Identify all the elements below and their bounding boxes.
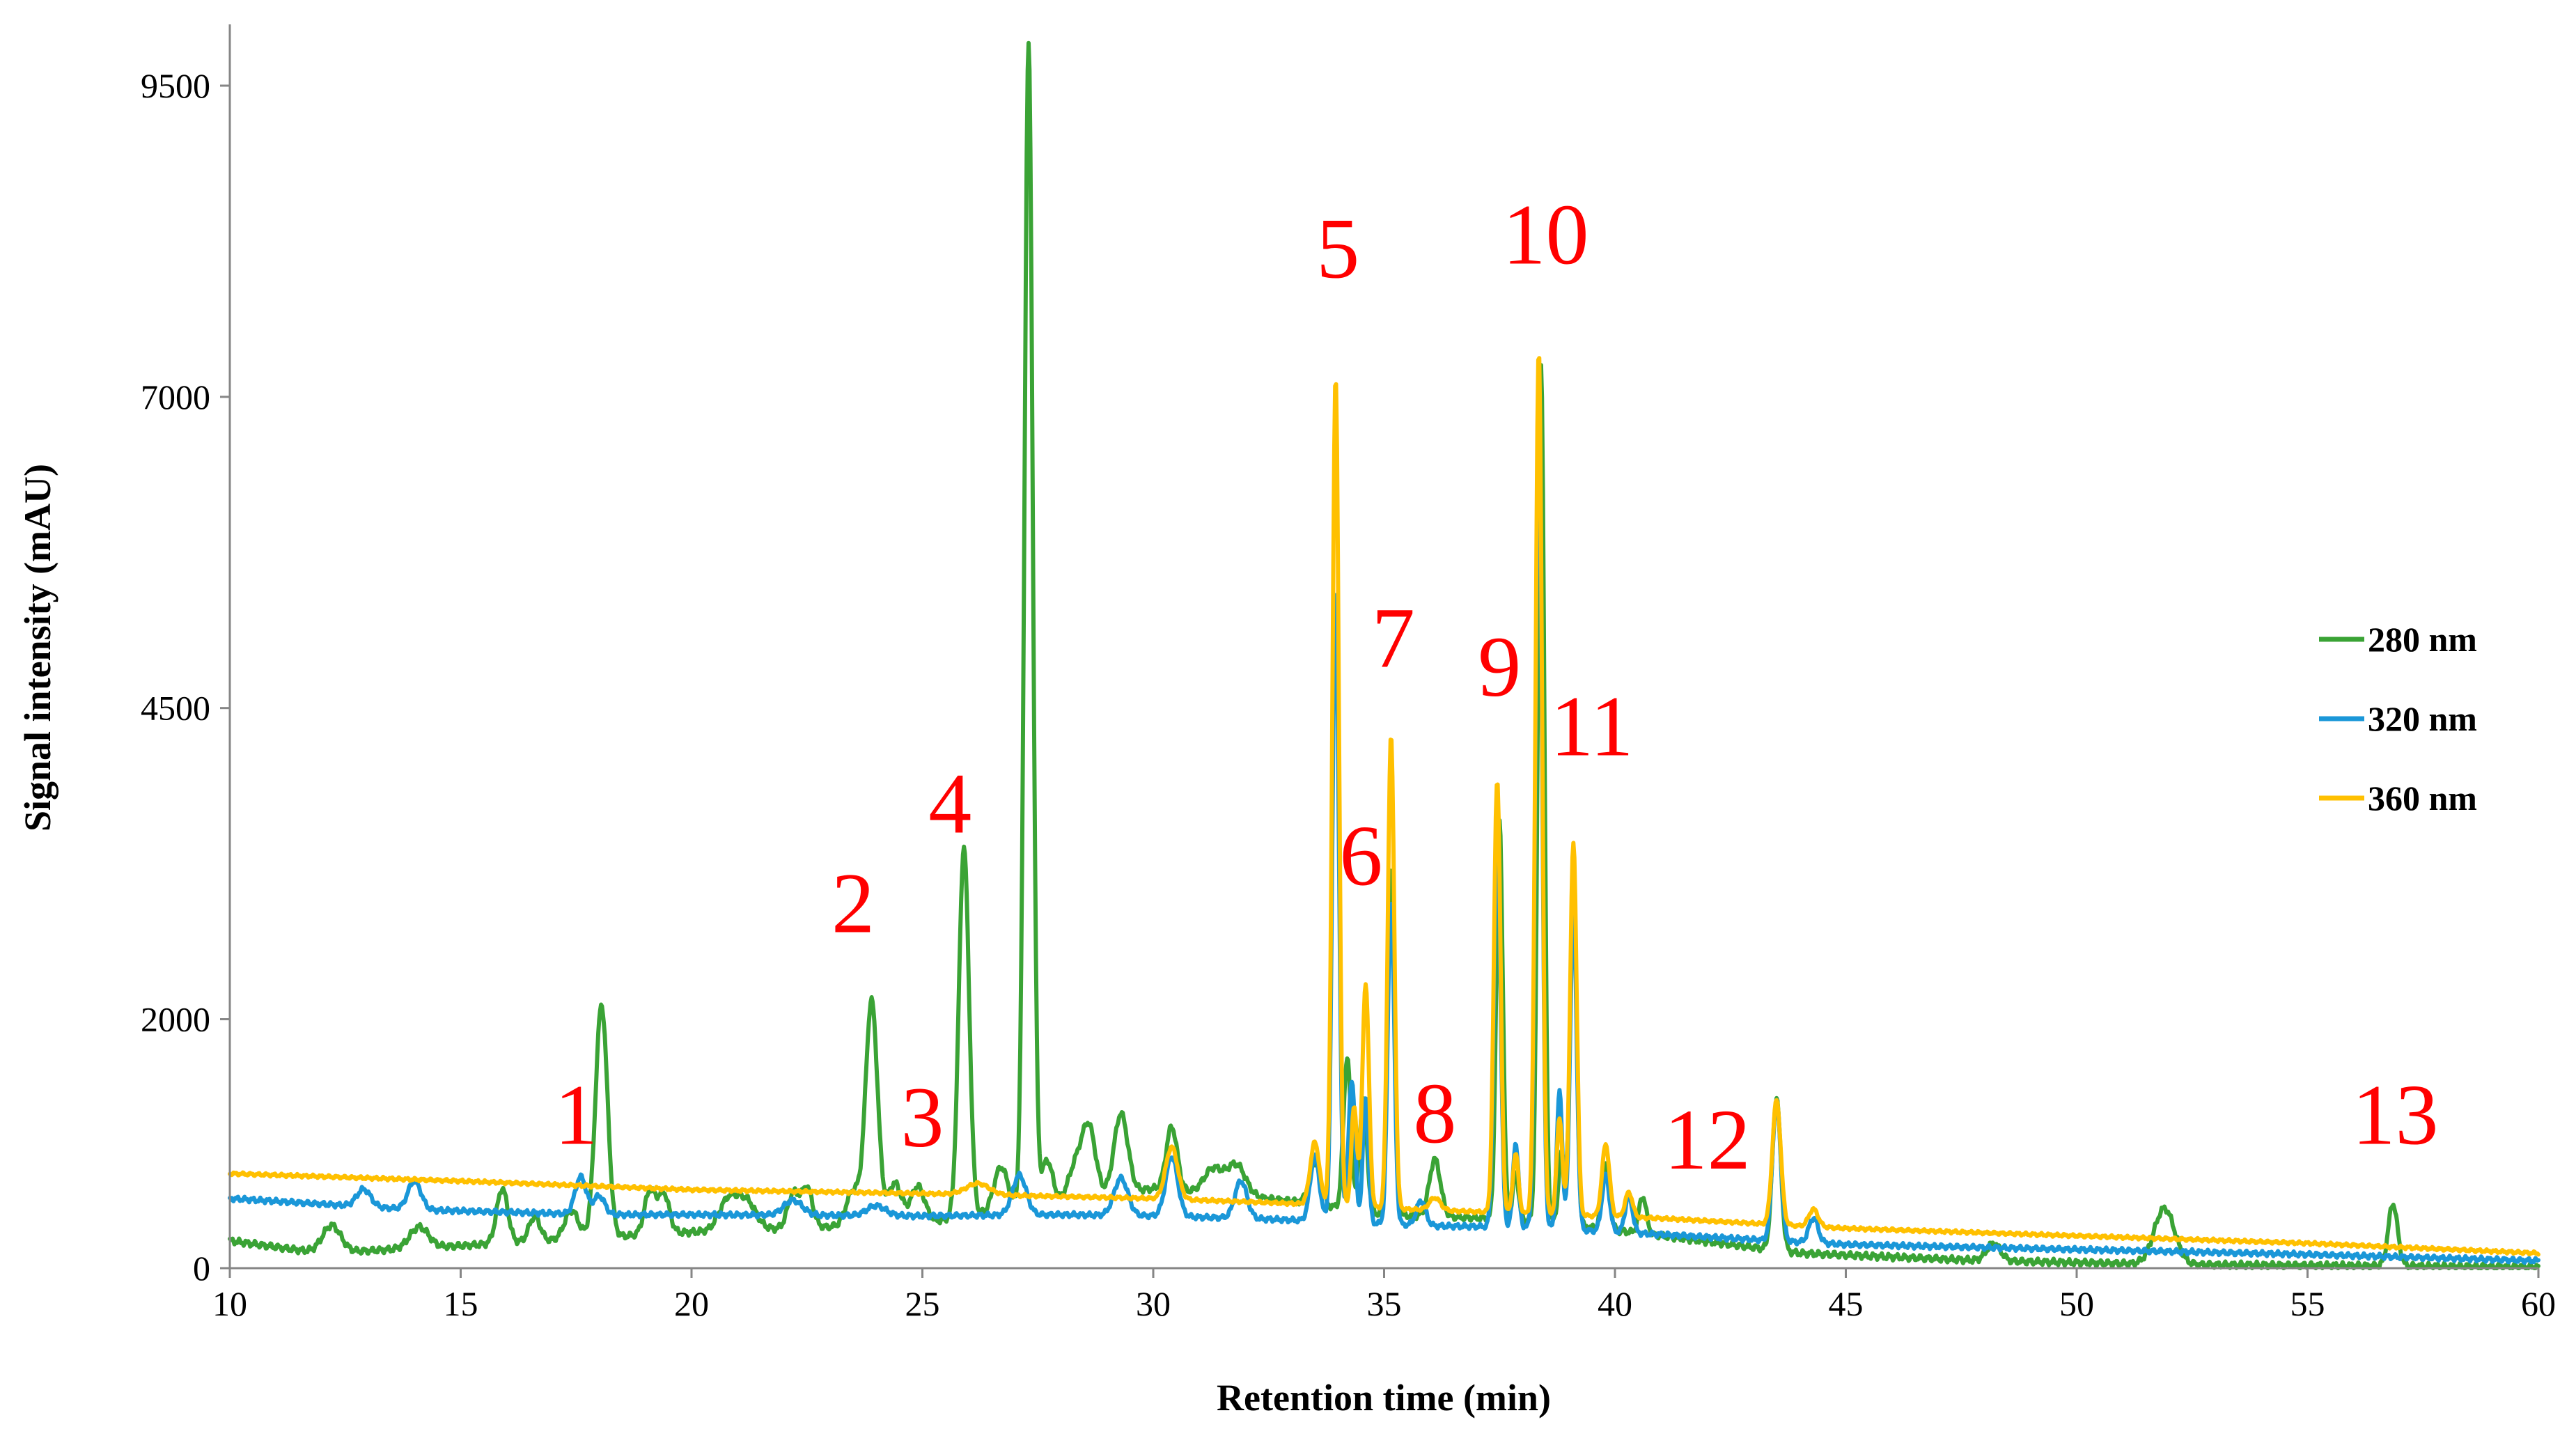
y-tick-label: 7000: [141, 377, 210, 416]
x-tick-label: 10: [212, 1284, 247, 1323]
x-tick-label: 35: [1367, 1284, 1402, 1323]
x-tick-label: 20: [674, 1284, 709, 1323]
y-tick-label: 0: [193, 1249, 210, 1288]
x-tick-label: 50: [2059, 1284, 2094, 1323]
y-tick-label: 9500: [141, 66, 210, 105]
peak-label-8: 8: [1413, 1066, 1456, 1161]
peak-label-1: 1: [554, 1067, 598, 1162]
legend-label-320-nm: 320 nm: [2368, 699, 2477, 738]
x-tick-label: 45: [1829, 1284, 1864, 1323]
peak-label-7: 7: [1372, 591, 1415, 686]
x-tick-label: 30: [1136, 1284, 1171, 1323]
x-tick-label: 60: [2521, 1284, 2556, 1323]
x-axis-title: Retention time (min): [1217, 1377, 1551, 1419]
legend: 280 nm 320 nm 360 nm: [2319, 620, 2477, 818]
peak-label-2: 2: [832, 855, 875, 951]
x-tick-label: 25: [905, 1284, 940, 1323]
x-tick-label: 15: [444, 1284, 478, 1323]
peak-label-11: 11: [1550, 679, 1633, 774]
legend-label-360-nm: 360 nm: [2368, 779, 2477, 818]
y-tick-label: 2000: [141, 1000, 210, 1039]
legend-label-280-nm: 280 nm: [2368, 620, 2477, 659]
peak-label-10: 10: [1503, 187, 1589, 283]
peak-label-4: 4: [928, 756, 971, 851]
peak-label-5: 5: [1316, 201, 1359, 296]
peak-label-6: 6: [1339, 808, 1382, 903]
y-axis-title: Signal intensity (mAU): [17, 464, 58, 832]
series-layer: [228, 40, 2540, 1270]
peak-label-12: 12: [1664, 1092, 1751, 1187]
y-tick-label: 4500: [141, 689, 210, 728]
series-line-360-nm: [228, 356, 2540, 1257]
x-tick-label: 40: [1598, 1284, 1632, 1323]
peak-label-9: 9: [1478, 619, 1521, 715]
peak-label-3: 3: [901, 1070, 944, 1165]
peak-label-13: 13: [2352, 1067, 2438, 1162]
x-tick-label: 55: [2290, 1284, 2325, 1323]
